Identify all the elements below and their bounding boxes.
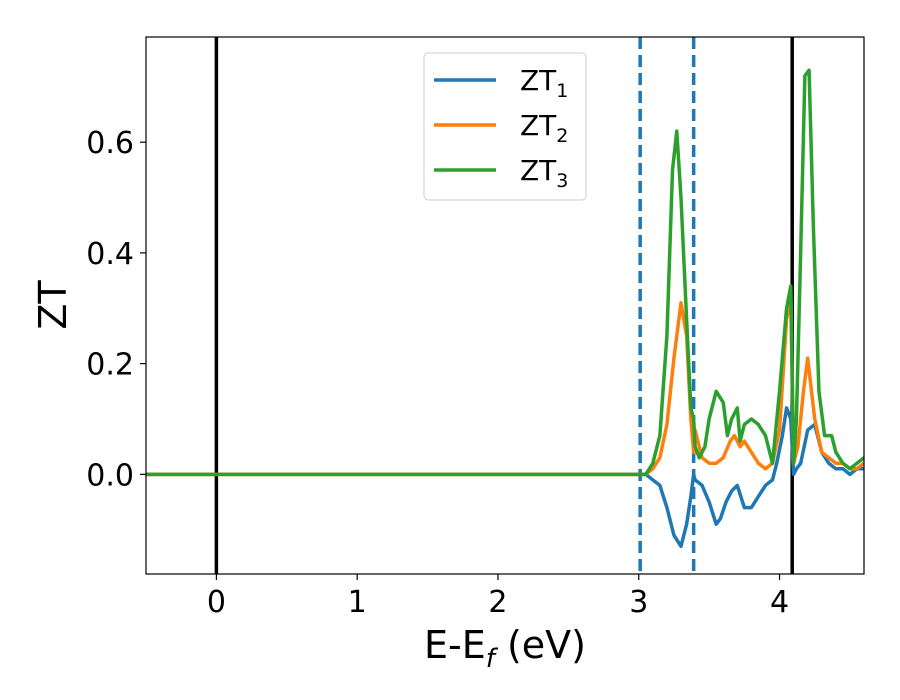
y-tick-label: 0.2 — [86, 348, 134, 383]
y-tick-label: 0.0 — [86, 458, 134, 493]
series-line-zt1 — [146, 406, 864, 549]
legend-box — [423, 52, 587, 201]
x-tick-label: 0 — [207, 585, 226, 620]
x-tick-label: 3 — [629, 585, 648, 620]
series-layer — [146, 68, 864, 549]
series-line-zt2 — [146, 295, 864, 477]
x-tick-label: 1 — [348, 585, 367, 620]
legend: ZT1 ZT2 ZT3 — [423, 52, 587, 201]
y-axis-ticks: 0.0 0.2 0.4 0.6 — [86, 126, 146, 493]
legend-label-zt1: ZT1 — [520, 64, 568, 102]
x-tick-label: 2 — [488, 585, 507, 620]
x-tick-label: 4 — [770, 585, 789, 620]
legend-label-zt3: ZT3 — [520, 154, 568, 192]
series-line-zt3 — [146, 68, 864, 477]
x-axis-label: E-Ef (eV) — [424, 623, 586, 674]
y-axis-label: ZT — [31, 280, 75, 330]
x-axis-label-unit: (eV) — [495, 623, 586, 667]
y-tick-label: 0.6 — [86, 126, 134, 161]
x-axis-ticks: 0 1 2 3 4 — [207, 574, 789, 620]
legend-label-zt2: ZT2 — [520, 109, 568, 147]
plot-frame — [145, 36, 865, 575]
y-tick-label: 0.4 — [86, 237, 134, 272]
